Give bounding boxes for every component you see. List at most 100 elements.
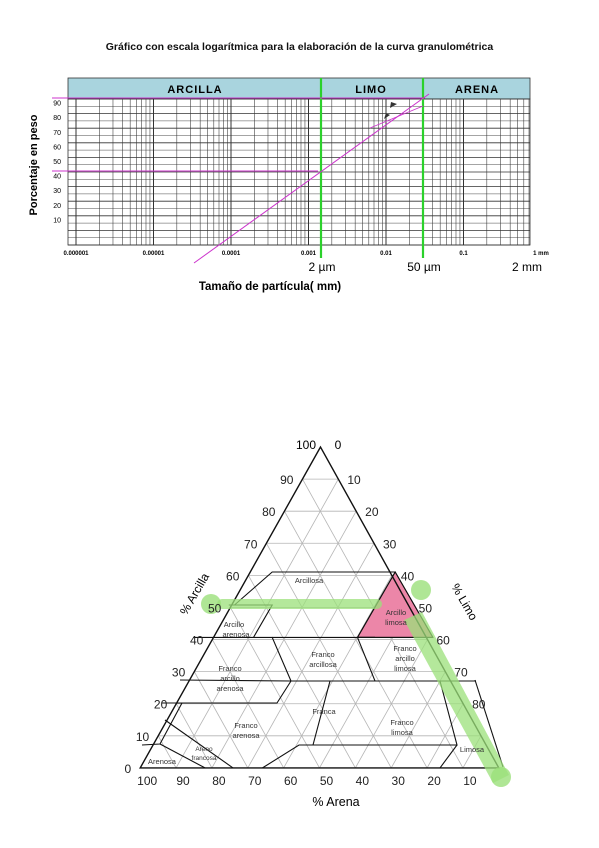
x-tick-label: 0.00001 xyxy=(143,251,165,257)
y-axis-label: Porcentaje en peso xyxy=(28,114,40,215)
triangle-grid-line xyxy=(230,607,320,769)
granulometric-chart: ARCILLA LIMO ARENA Porcentaje en peso 90… xyxy=(28,77,549,293)
class-franco-arcillo-limosa-1: Franco xyxy=(393,644,416,653)
page-title: Gráfico con escala logarítmica para la e… xyxy=(105,41,494,53)
band-arena: ARENA xyxy=(455,84,499,96)
left-tick-label: 60 xyxy=(226,569,240,583)
left-tick-label: 90 xyxy=(280,473,294,487)
bottom-tick-label: 30 xyxy=(392,774,406,788)
granulometric-curve-2 xyxy=(369,105,424,129)
bottom-tick-label: 100 xyxy=(137,774,157,788)
marker-band-50 xyxy=(217,599,382,609)
label-2um: 2 µm xyxy=(309,260,336,274)
triangle-grid-line xyxy=(284,510,428,769)
left-tick-label: 40 xyxy=(190,634,204,648)
left-tick-label: 30 xyxy=(172,666,186,680)
y-tick-label: 20 xyxy=(53,203,61,210)
label-2mm: 2 mm xyxy=(512,260,542,274)
right-tick-label: 50 xyxy=(419,601,433,615)
y-tick-label: 70 xyxy=(53,130,61,137)
right-tick-label: 30 xyxy=(383,537,397,551)
class-franco-arcillosa-1: Franco xyxy=(311,650,334,659)
band-limo: LIMO xyxy=(355,84,387,96)
left-tick-label: 0 xyxy=(125,762,132,776)
marker-circle-40 xyxy=(411,580,431,600)
marker-band-diagonal xyxy=(404,612,509,783)
left-tick-label: 50 xyxy=(208,601,222,615)
class-labels: Arcillosa Arcillo arenosa Arcillo limosa… xyxy=(148,576,485,766)
class-areno-francosa-1: Areno xyxy=(195,746,213,753)
right-tick-label: 60 xyxy=(436,634,450,648)
y-tick-label: 60 xyxy=(53,144,61,151)
class-limosa: Limosa xyxy=(460,745,485,754)
y-ticks: 90 80 70 60 50 40 30 20 10 xyxy=(53,101,61,225)
class-franco-arcillo-arenosa-1: Franco xyxy=(218,664,241,673)
left-tick-label: 70 xyxy=(244,537,258,551)
class-franco-arenosa-1: Franco xyxy=(234,721,257,730)
bottom-tick-label: 10 xyxy=(463,774,477,788)
bottom-tick-label: 20 xyxy=(427,774,441,788)
left-tick-label: 10 xyxy=(136,730,150,744)
triangle-grid-line xyxy=(266,543,392,769)
x-ticks: 0.000001 0.00001 0.0001 0.001 0.01 0.1 1 mm xyxy=(63,251,548,257)
bottom-tick-label: 80 xyxy=(212,774,226,788)
arrow-mark xyxy=(390,102,397,108)
right-tick-label: 80 xyxy=(472,698,486,712)
left-tick-label: 80 xyxy=(262,505,276,519)
right-tick-label: 10 xyxy=(347,473,361,487)
x-tick-label: 0.1 xyxy=(459,251,468,257)
marker-circle-10 xyxy=(491,767,511,787)
axis-label-limo: % Limo xyxy=(448,581,480,623)
class-franco-arcillosa-2: arcillosa xyxy=(309,660,337,669)
label-50um: 50 µm xyxy=(407,260,441,274)
class-arcillo-arenosa-1: Arcillo xyxy=(224,620,244,629)
y-tick-label: 10 xyxy=(53,217,61,224)
top-label-0: 0 xyxy=(335,438,342,452)
class-franco-arenosa-2: arenosa xyxy=(232,731,260,740)
triangle-grid-line xyxy=(193,671,249,769)
x-tick-label: 0.000001 xyxy=(63,251,89,257)
y-tick-label: 80 xyxy=(53,115,61,122)
triangle-grid-line xyxy=(211,510,357,769)
bottom-tick-label: 50 xyxy=(320,774,334,788)
left-tick-label: 20 xyxy=(154,698,168,712)
right-tick-label: 20 xyxy=(365,505,379,519)
x-axis-label: Tamaño de partícula( mm) xyxy=(199,281,341,293)
top-label-100: 100 xyxy=(296,438,316,452)
x-tick-label: 1 mm xyxy=(533,251,549,257)
class-areno-francosa-2: francosa xyxy=(192,755,217,762)
class-franco-limosa-2: limosa xyxy=(391,728,414,737)
triangle-grid-line xyxy=(247,543,375,769)
class-franco-arcillo-limosa-2: arcillo xyxy=(395,654,415,663)
class-franco-arcillo-limosa-3: limosa xyxy=(394,664,417,673)
triangle-grid-line xyxy=(175,478,339,769)
triangle-grid-line xyxy=(390,671,446,769)
class-arcillo-limosa-2: limosa xyxy=(385,618,408,627)
class-arcillo-limosa-1: Arcillo xyxy=(386,608,406,617)
class-franco-arcillo-arenosa-2: arcillo xyxy=(220,674,240,683)
bottom-tick-label: 60 xyxy=(284,774,298,788)
class-arenosa: Arenosa xyxy=(148,757,177,766)
triangle-grid xyxy=(157,478,482,769)
class-franco-limosa-1: Franco xyxy=(390,718,413,727)
axis-label-arena: % Arena xyxy=(312,795,359,809)
texture-triangle: Arcillosa Arcillo arenosa Arcillo limosa… xyxy=(125,438,511,809)
right-tick-label: 70 xyxy=(454,666,468,680)
bottom-tick-label: 70 xyxy=(248,774,262,788)
arrow-mark-2 xyxy=(384,113,390,119)
band-arcilla: ARCILLA xyxy=(167,84,222,96)
granulometric-curve xyxy=(193,93,430,264)
x-tick-label: 0.001 xyxy=(301,251,317,257)
y-tick-label: 30 xyxy=(53,188,61,195)
bottom-tick-label: 90 xyxy=(176,774,190,788)
class-franco-arcillo-arenosa-3: arenosa xyxy=(216,684,244,693)
log-grid xyxy=(68,98,530,246)
y-tick-label: 40 xyxy=(53,174,61,181)
class-arcillosa: Arcillosa xyxy=(295,576,324,585)
right-tick-label: 40 xyxy=(401,569,415,583)
y-tick-label: 50 xyxy=(53,159,61,166)
x-tick-label: 0.0001 xyxy=(222,251,241,257)
x-tick-label: 0.01 xyxy=(380,251,392,257)
y-tick-label: 90 xyxy=(53,101,61,108)
